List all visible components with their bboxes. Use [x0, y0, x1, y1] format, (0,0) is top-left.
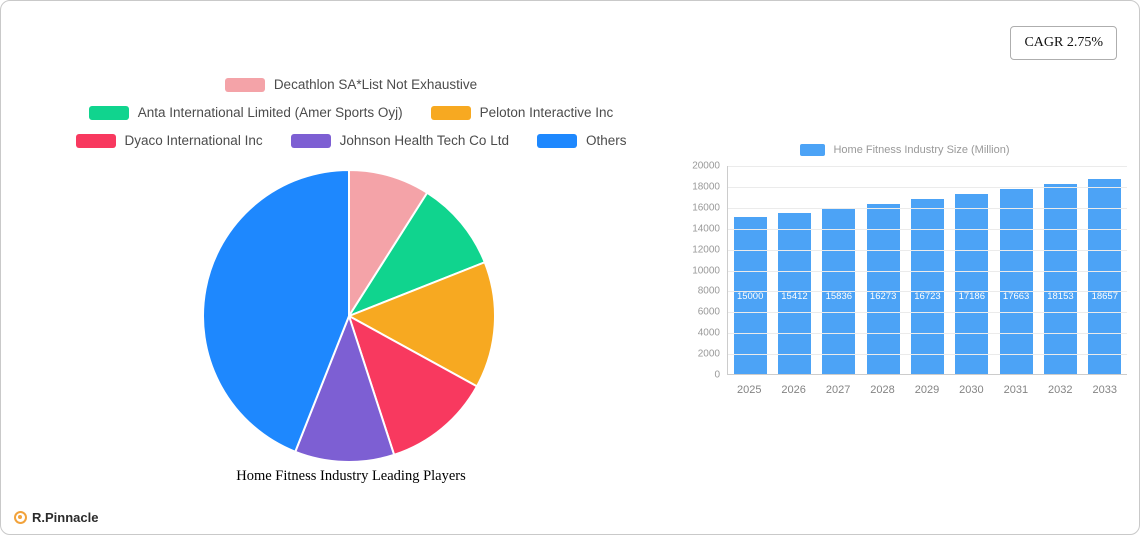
bar-value-label: 16273 [869, 291, 897, 302]
pie-legend-item[interactable]: Johnson Health Tech Co Ltd [290, 133, 509, 148]
x-tick-label: 2025 [736, 384, 762, 396]
bar-legend-label: Home Fitness Industry Size (Million) [833, 144, 1010, 156]
bar[interactable]: 15000 [733, 217, 767, 374]
y-tick-label: 20000 [692, 160, 720, 172]
pie-chart-panel: Decathlon SA*List Not Exhaustive Anta In… [1, 1, 701, 534]
pie-legend-item[interactable]: Peloton Interactive Inc [430, 105, 614, 120]
pie-slice[interactable] [346, 260, 496, 388]
bar-value-label: 15836 [825, 291, 853, 302]
gridline [728, 228, 1127, 230]
x-axis: 2025 2026 2027 2028 2029 2030 2031 2032 2033 [727, 384, 1127, 396]
pie-legend-item[interactable]: Decathlon SA*List Not Exhaustive [224, 77, 478, 92]
y-tick-label: 4000 [697, 327, 720, 339]
x-tick-label: 2027 [825, 384, 851, 396]
bar[interactable]: 15412 [777, 212, 811, 374]
pie-legend: Decathlon SA*List Not Exhaustive Anta In… [1, 77, 701, 148]
bar-value-label: 17186 [958, 291, 986, 302]
x-tick-label: 2029 [914, 384, 940, 396]
bar-value-label: 18657 [1091, 291, 1118, 302]
y-tick-label: 8000 [697, 285, 720, 297]
gridline [728, 291, 1127, 293]
pie-slice[interactable] [293, 313, 396, 463]
legend-label: Johnson Health Tech Co Ltd [339, 133, 509, 148]
legend-swatch [75, 133, 116, 148]
legend-swatch [536, 133, 577, 148]
pie-chart-title: Home Fitness Industry Leading Players [236, 468, 466, 484]
gridline [728, 333, 1127, 335]
bar-chart-legend[interactable]: Home Fitness Industry Size (Million) [683, 144, 1127, 156]
pie-slice[interactable] [347, 313, 479, 457]
pie-chart [202, 168, 496, 463]
y-tick-label: 14000 [692, 223, 720, 235]
legend-label: Anta International Limited (Amer Sports … [137, 105, 403, 120]
bar[interactable]: 15836 [822, 208, 856, 374]
x-tick-label: 2030 [959, 384, 984, 396]
legend-label: Peloton Interactive Inc [479, 105, 614, 120]
pie-legend-item[interactable]: Others [536, 133, 627, 148]
y-tick-label: 10000 [692, 265, 720, 276]
bar[interactable]: 16723 [910, 199, 944, 374]
bar-chart-panel: Home Fitness Industry Size (Million) 0 20… [683, 144, 1127, 396]
gridline [728, 354, 1127, 356]
gridline [728, 207, 1127, 209]
y-tick-label: 16000 [692, 202, 720, 214]
gridline [728, 312, 1127, 314]
x-tick-label: 2031 [1003, 384, 1029, 396]
legend-swatch [290, 133, 331, 148]
bar-value-label: 15412 [781, 291, 808, 302]
bar-legend-swatch [800, 144, 826, 156]
legend-label: Dyaco International Inc [124, 133, 263, 148]
pie-legend-row: Anta International Limited (Amer Sports … [88, 105, 614, 120]
bar-value-label: 18153 [1047, 291, 1074, 302]
gridline [728, 166, 1127, 167]
gridline [728, 270, 1127, 272]
y-tick-label: 18000 [692, 181, 720, 193]
bar[interactable]: 18153 [1043, 184, 1077, 374]
bar-value-label: 16723 [914, 291, 941, 302]
x-tick-label: 2026 [781, 384, 806, 396]
legend-swatch [430, 105, 471, 120]
pie-slice[interactable] [348, 168, 429, 320]
bar[interactable]: 17186 [955, 194, 989, 374]
legend-swatch [224, 77, 265, 92]
x-tick-label: 2033 [1092, 384, 1117, 396]
pie-slice[interactable] [202, 168, 350, 454]
cagr-badge: CAGR 2.75% [1010, 26, 1117, 60]
gridline [728, 186, 1127, 188]
bar-plot-area: 15000 15412 15836 16273 16723 17186 17663 18153… [727, 166, 1127, 375]
legend-label: Decathlon SA*List Not Exhaustive [273, 77, 478, 92]
legend-swatch [88, 105, 129, 120]
pie-legend-item[interactable]: Anta International Limited (Amer Sports … [88, 105, 403, 120]
brand-logo: R.Pinnacle [14, 510, 98, 525]
x-tick-label: 2028 [870, 384, 895, 396]
legend-label: Others [585, 133, 627, 148]
bar[interactable]: 18657 [1088, 179, 1122, 374]
y-tick-label: 0 [714, 369, 720, 381]
bar-value-label: 15000 [736, 291, 764, 302]
bars-container: 15000 15412 15836 16273 16723 17186 17663 18153… [728, 166, 1127, 374]
pie-legend-row: Decathlon SA*List Not Exhaustive [224, 77, 478, 92]
bar-chart-body: 0 2000 4000 6000 8000 10000 12000 14000 16000 180… [683, 161, 1127, 381]
bar[interactable]: 16273 [866, 203, 900, 374]
y-tick-label: 2000 [697, 348, 720, 360]
y-tick-label: 6000 [697, 306, 720, 318]
y-axis: 0 2000 4000 6000 8000 10000 12000 14000 16000 180… [683, 161, 727, 381]
bar-value-label: 17663 [1002, 291, 1030, 302]
bar[interactable]: 17663 [999, 189, 1033, 374]
brand-name: R.Pinnacle [32, 510, 99, 525]
pie-legend-row: Dyaco International Inc Johnson Health Te… [75, 133, 627, 148]
gridline [728, 249, 1127, 251]
brand-icon [14, 511, 27, 524]
x-tick-label: 2032 [1048, 384, 1073, 396]
pie-slice[interactable] [346, 191, 487, 319]
pie-legend-item[interactable]: Dyaco International Inc [75, 133, 263, 148]
y-tick-label: 12000 [692, 244, 720, 256]
